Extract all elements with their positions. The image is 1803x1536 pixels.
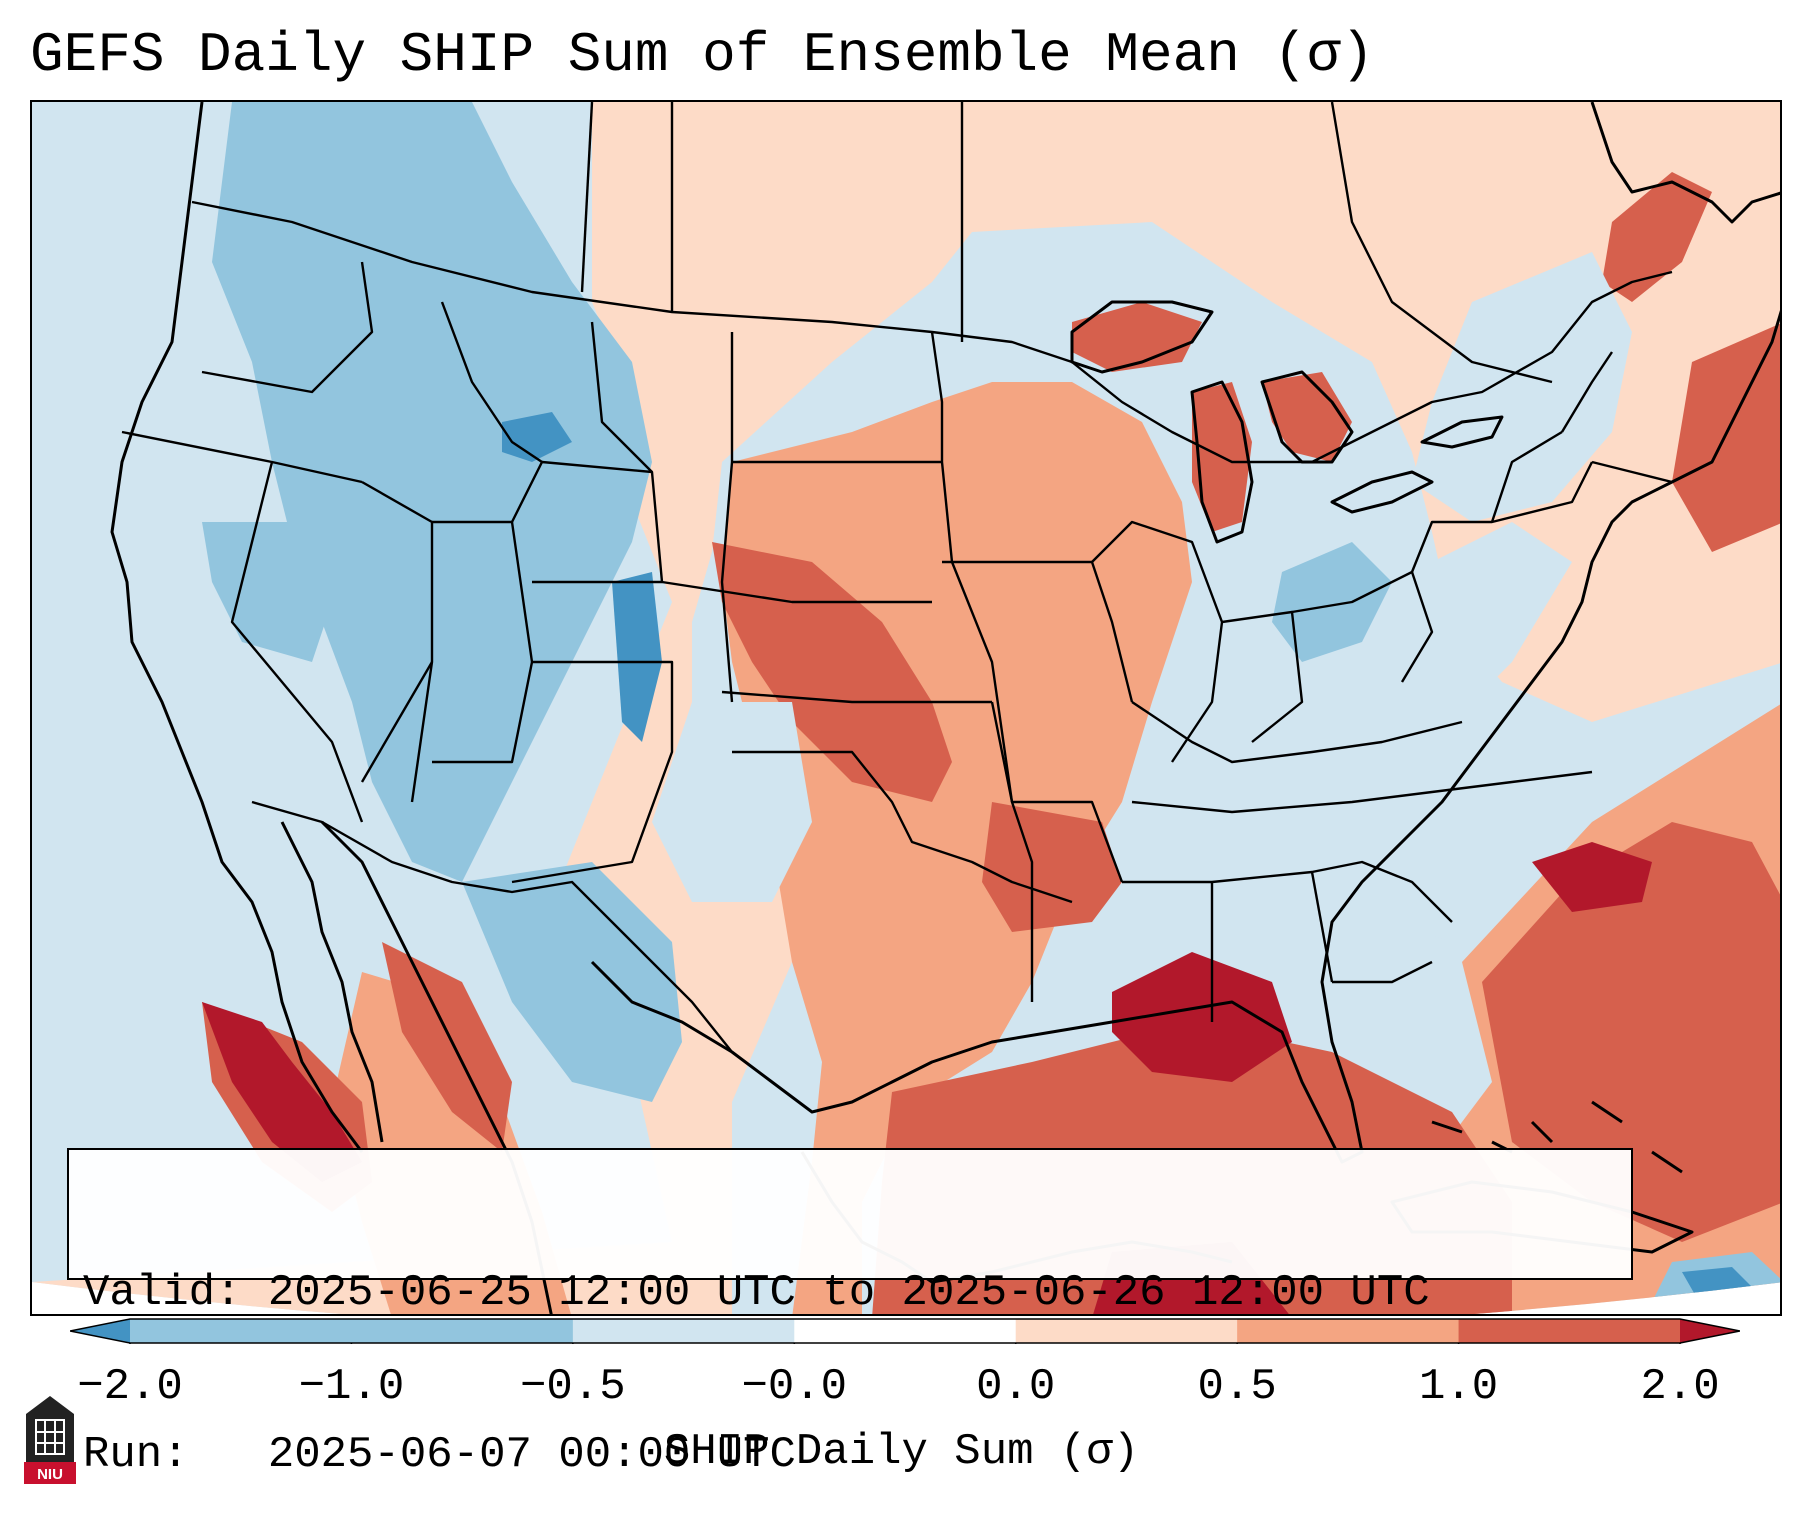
- shade-medium-blue-southwest: [462, 862, 682, 1102]
- shade-strong-red-arkansas: [982, 802, 1122, 932]
- colorbar-tick-label: 0.5: [1197, 1362, 1277, 1412]
- boundary-west-9: [440, 301, 543, 463]
- us-canada-border: [191, 200, 1673, 464]
- boundary-west-7: [511, 660, 674, 884]
- boundary-west-4: [361, 480, 434, 803]
- boundary-plains-8: [990, 701, 1124, 883]
- colorbar-bin: [1458, 1319, 1681, 1343]
- colorbar-bin: [130, 1319, 352, 1343]
- shade-medium-blue-mid-atlantic: [1272, 542, 1392, 662]
- colorbar-bin: [351, 1319, 574, 1343]
- boundary-plains-9: [1010, 801, 1034, 1002]
- logo-tower: [26, 1396, 74, 1462]
- colorbar-bin: [1015, 1319, 1238, 1343]
- colorbar-tick-label: 2.0: [1640, 1362, 1720, 1412]
- logo-window-lines: [36, 1420, 64, 1454]
- boundary-plains-6: [930, 331, 1014, 803]
- boundary-west-8: [360, 661, 434, 783]
- shade-strong-red-lake-superior: [1072, 302, 1202, 372]
- colorbar-bin: [1237, 1319, 1460, 1343]
- west-coastline: [110, 102, 364, 1153]
- map-title: GEFS Daily SHIP Sum of Ensemble Mean (σ): [30, 23, 1375, 87]
- boundary-midwest-2: [1221, 610, 1304, 743]
- shade-light-blue-appalachia: [1372, 522, 1572, 702]
- canada-east-coast: [1590, 102, 1780, 224]
- bahamas: [1431, 1100, 1683, 1174]
- shade-dark-red-atlantic-core: [1532, 842, 1652, 912]
- valid-label: Valid:: [83, 1268, 242, 1318]
- shade-strong-red-ne: [1672, 322, 1780, 552]
- boundary-midwest-5: [1131, 770, 1593, 814]
- state-boundaries: [121, 102, 1673, 1053]
- us-mexico-border: [251, 800, 733, 1053]
- shade-strong-red-gulf-stlawrence: [1602, 172, 1712, 302]
- colorbar-under-extension: [70, 1319, 130, 1343]
- shade-strong-red-lake-huron: [1262, 372, 1352, 462]
- colorbar-tick-label: −0.0: [741, 1362, 848, 1412]
- boundary-canada-4: [1330, 102, 1553, 384]
- logo-window-grid: [35, 1419, 65, 1455]
- shade-strong-red-kansas: [712, 542, 952, 802]
- shade-dark-blue-wyoming: [502, 412, 572, 462]
- logo-text: NIU: [37, 1466, 63, 1483]
- boundary-west-3: [230, 461, 364, 823]
- boundary-south-1: [1122, 860, 1453, 923]
- colorbar-bin: [572, 1319, 795, 1343]
- boundary-south-3: [1310, 871, 1334, 983]
- boundary-ne-4: [1591, 460, 1673, 484]
- colorbar-bin: [794, 1319, 1017, 1343]
- colorbar-over-extension: [1680, 1319, 1740, 1343]
- boundary-plains-4: [721, 690, 992, 704]
- colorbar-tick-label: −2.0: [77, 1362, 183, 1412]
- boundary-ne-2: [1490, 430, 1563, 523]
- shade-light-blue-florida: [1392, 922, 1472, 1082]
- baja-coastline: [280, 821, 384, 1143]
- boundary-canada-2: [580, 102, 594, 293]
- info-box: Valid: 2025-06-25 12:00 UTC to 2025-06-2…: [67, 1148, 1633, 1480]
- great-lakes-superior: [1070, 300, 1214, 374]
- colorbar-tick-label: −1.0: [298, 1362, 405, 1412]
- gulf-coastline: [590, 310, 1780, 1164]
- boundary-west-2: [201, 261, 374, 394]
- boundary-plains-7: [942, 560, 1134, 703]
- run-time-text: 2025-06-07 00:00 UTC: [267, 1430, 796, 1480]
- colorbar-svg: [69, 1318, 1741, 1344]
- shade-dark-red-gulf-core: [1112, 952, 1292, 1082]
- boundary-west-10: [590, 321, 653, 473]
- shading-layer: [32, 102, 1780, 1314]
- colorbar: [69, 1318, 1741, 1344]
- great-lakes-ontario: [1420, 415, 1504, 449]
- great-lakes-erie: [1330, 470, 1434, 514]
- colorbar-tick-label: 0.0: [976, 1362, 1056, 1412]
- valid-time-text: 2025-06-25 12:00 UTC to 2025-06-26 12:00…: [267, 1268, 1430, 1318]
- shade-medium-blue-nevada: [202, 522, 332, 662]
- colorbar-tick-label: 1.0: [1418, 1362, 1499, 1412]
- shade-dark-red-baja: [202, 1002, 362, 1182]
- boundary-plains-5: [732, 750, 1073, 904]
- colorbar-label: SHIP Daily Sum (σ): [663, 1427, 1140, 1477]
- colorbar-tick-label: −0.5: [520, 1362, 626, 1412]
- anomaly-map: [32, 102, 1780, 1314]
- map-panel: [30, 100, 1782, 1316]
- logo-red-band: [24, 1462, 76, 1484]
- run-label: Run:: [83, 1430, 189, 1480]
- boundary-midwest-4: [1131, 701, 1463, 764]
- boundary-south-4: [1332, 960, 1433, 984]
- shade-strong-red-atlantic: [1482, 822, 1780, 1242]
- shade-dark-blue-colorado: [612, 572, 662, 742]
- boundary-plains-1: [720, 332, 734, 703]
- shade-medium-blue-northwest: [212, 102, 652, 882]
- valid-line: Valid: 2025-06-25 12:00 UTC to 2025-06-2…: [83, 1266, 1617, 1320]
- shade-light-red-east: [32, 102, 1780, 1314]
- run-line: Run: 2025-06-07 00:00 UTC: [83, 1428, 1617, 1482]
- niu-logo: NIU: [24, 1396, 76, 1484]
- boundary-ne-3: [1560, 351, 1613, 433]
- boundary-plains-2: [661, 580, 932, 604]
- great-lakes-michigan: [1190, 380, 1254, 544]
- boundary-midwest-1: [1091, 520, 1224, 763]
